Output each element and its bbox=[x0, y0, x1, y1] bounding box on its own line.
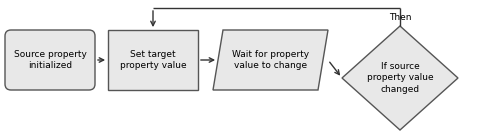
Bar bbox=[108, 30, 198, 90]
Text: Then: Then bbox=[389, 14, 411, 22]
Polygon shape bbox=[342, 26, 458, 130]
Text: Source property
initialized: Source property initialized bbox=[14, 50, 86, 70]
Text: If source
property value
changed: If source property value changed bbox=[366, 62, 434, 94]
Text: Wait for property
value to change: Wait for property value to change bbox=[232, 50, 309, 70]
Polygon shape bbox=[213, 30, 328, 90]
Text: Set target
property value: Set target property value bbox=[120, 50, 186, 70]
FancyBboxPatch shape bbox=[5, 30, 95, 90]
